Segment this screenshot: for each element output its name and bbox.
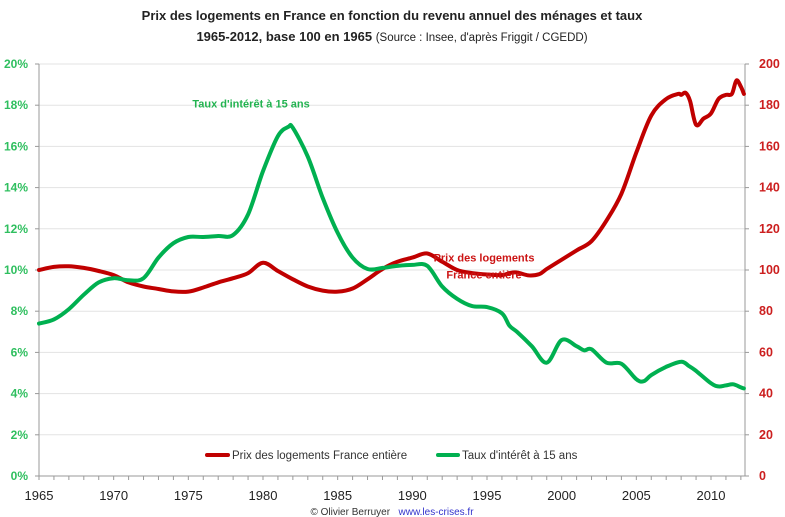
right-tick-label: 80: [759, 304, 773, 318]
x-tick-label: 2010: [697, 488, 726, 503]
chart-subtitle: 1965-2012, base 100 en 1965 (Source : In…: [196, 29, 587, 44]
credit-author: © Olivier Berruyer: [310, 507, 390, 517]
axes: [35, 63, 749, 480]
right-tick-label: 160: [759, 139, 780, 153]
left-tick-label: 4%: [11, 387, 29, 401]
right-tick-label: 100: [759, 263, 780, 277]
left-tick-label: 20%: [4, 57, 28, 71]
legend: Prix des logements France entière Taux d…: [205, 450, 578, 462]
x-axis-ticks: 1965 1970 1975 1980 1985 1990 1995 2000 2005 2010: [25, 488, 726, 503]
x-tick-label: 1990: [398, 488, 427, 503]
left-tick-label: 6%: [11, 345, 29, 359]
annotation-housing-price-line1: Prix des logements: [434, 252, 535, 264]
left-tick-label: 2%: [11, 428, 29, 442]
right-tick-label: 60: [759, 345, 773, 359]
chart-subtitle-source: (Source : Insee, d'après Friggit / CGEDD…: [376, 32, 588, 44]
credit-link[interactable]: www.les-crises.fr: [398, 507, 475, 517]
left-tick-label: 8%: [11, 304, 29, 318]
right-tick-label: 120: [759, 222, 780, 236]
left-tick-label: 10%: [4, 263, 28, 277]
chart-title: Prix des logements en France en fonction…: [142, 8, 643, 23]
x-tick-label: 1985: [323, 488, 352, 503]
left-tick-label: 14%: [4, 181, 28, 195]
left-axis-ticks: 0% 2% 4% 6% 8% 10% 12% 14% 16% 18% 20%: [4, 57, 28, 483]
left-tick-label: 18%: [4, 98, 28, 112]
right-axis-ticks: 0 20 40 60 80 100 120 140 160 180 200: [759, 57, 780, 483]
right-tick-label: 20: [759, 428, 773, 442]
annotation-housing-price-line2: France entière: [446, 269, 521, 281]
x-tick-label: 1975: [174, 488, 203, 503]
credit: © Olivier Berruyer www.les-crises.fr: [310, 502, 474, 517]
left-tick-label: 0%: [11, 469, 29, 483]
x-tick-label: 1970: [99, 488, 128, 503]
gridlines: [39, 63, 745, 436]
x-tick-label: 1965: [25, 488, 54, 503]
x-tick-label: 2005: [622, 488, 651, 503]
left-tick-label: 16%: [4, 139, 28, 153]
chart-subtitle-bold: 1965-2012, base 100 en 1965: [196, 29, 372, 44]
annotation-interest-rate: Taux d'intérêt à 15 ans: [192, 98, 309, 110]
right-tick-label: 140: [759, 181, 780, 195]
right-tick-label: 200: [759, 57, 780, 71]
legend-label-housing-price: Prix des logements France entière: [232, 450, 407, 462]
legend-label-interest-rate: Taux d'intérêt à 15 ans: [462, 450, 578, 462]
right-tick-label: 0: [759, 469, 766, 483]
left-tick-label: 12%: [4, 222, 28, 236]
right-tick-label: 180: [759, 98, 780, 112]
series-line-housing-price: [37, 78, 746, 294]
right-tick-label: 40: [759, 387, 773, 401]
x-tick-label: 2000: [547, 488, 576, 503]
series-line-interest-rate: [37, 122, 746, 391]
x-tick-label: 1995: [473, 488, 502, 503]
x-tick-label: 1980: [249, 488, 278, 503]
series-group: [37, 78, 746, 391]
